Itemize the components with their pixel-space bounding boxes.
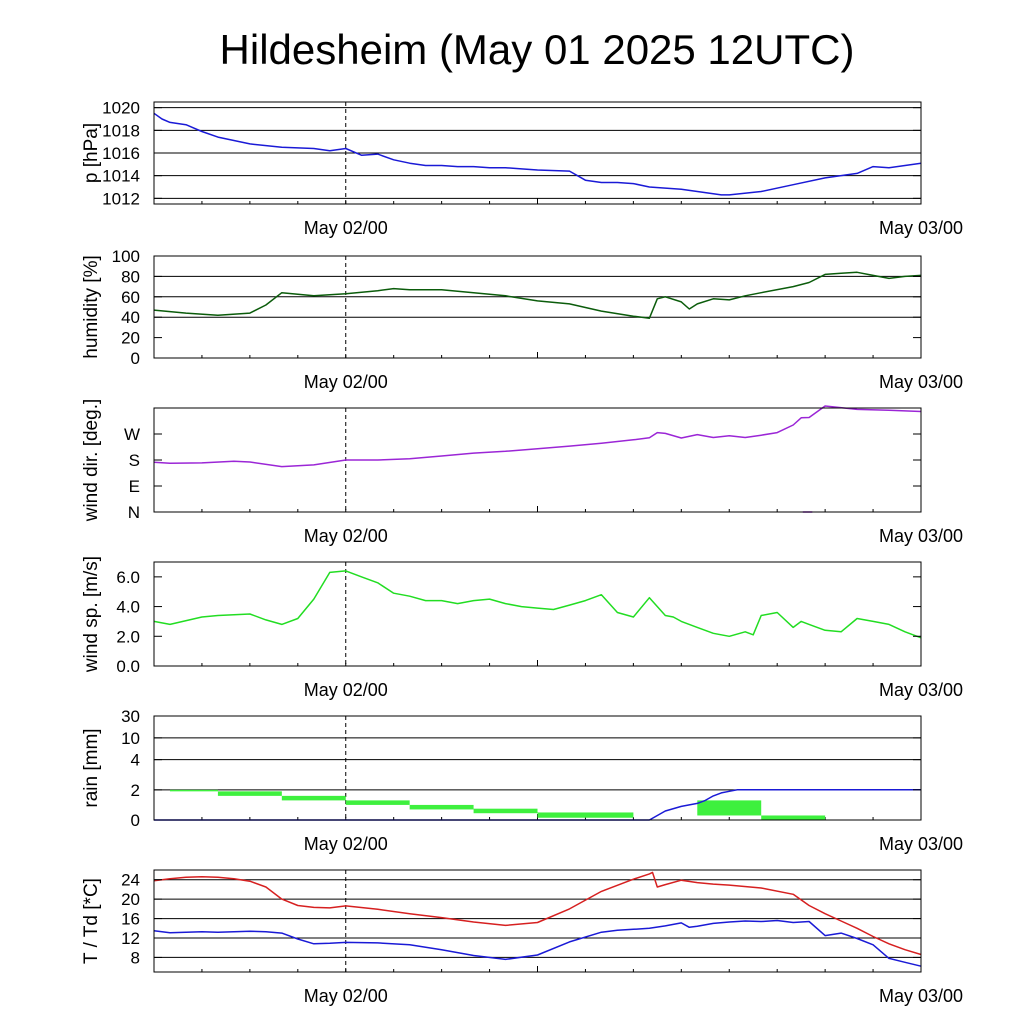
y-tick-label: W bbox=[124, 425, 140, 444]
y-axis-label: T / Td [*C] bbox=[81, 878, 102, 964]
y-axis-label: humidity [%] bbox=[81, 255, 102, 358]
y-tick-label: N bbox=[128, 503, 140, 522]
rain-bar bbox=[537, 812, 634, 818]
x-tick-label: May 03/00 bbox=[879, 526, 963, 546]
y-tick-label: E bbox=[129, 477, 140, 496]
series-line bbox=[153, 112, 922, 196]
series-line bbox=[153, 570, 922, 639]
y-tick-label: 0.0 bbox=[116, 657, 140, 676]
y-tick-label: 8 bbox=[131, 948, 140, 967]
x-tick-label: May 02/00 bbox=[304, 372, 388, 392]
y-tick-label: 1012 bbox=[102, 189, 140, 208]
y-tick-label: 24 bbox=[121, 871, 140, 890]
y-tick-label: 1018 bbox=[102, 121, 140, 140]
x-tick-label: May 03/00 bbox=[879, 218, 963, 238]
chart-title: Hildesheim (May 01 2025 12UTC) bbox=[220, 26, 855, 73]
panel-4: 0 2 4 10 30 rain [mm] May 02/00 May 03/00 bbox=[81, 707, 963, 854]
plot-frame bbox=[153, 715, 922, 821]
y-tick-label: 4 bbox=[131, 751, 140, 770]
rain-bar bbox=[217, 791, 282, 796]
y-tick-label: 1016 bbox=[102, 144, 140, 163]
panel-3: 0.0 2.0 4.0 6.0 wind sp. [m/s] May 02/00 May 0… bbox=[81, 556, 963, 700]
y-tick-label: 20 bbox=[121, 890, 140, 909]
rain-bar bbox=[761, 815, 826, 820]
series-line bbox=[153, 871, 922, 956]
plot-frame bbox=[153, 407, 922, 513]
y-tick-label: 1014 bbox=[102, 167, 140, 186]
x-tick-label: May 02/00 bbox=[304, 526, 388, 546]
x-tick-label: May 02/00 bbox=[304, 218, 388, 238]
y-tick-label: 1020 bbox=[102, 99, 140, 118]
series-line bbox=[153, 271, 922, 319]
rain-bar bbox=[169, 789, 218, 792]
y-tick-label: 80 bbox=[121, 267, 140, 286]
y-tick-label: 6.0 bbox=[116, 568, 140, 587]
y-tick-label: 12 bbox=[121, 929, 140, 948]
plot-frame bbox=[153, 255, 922, 359]
y-axis-label: rain [mm] bbox=[81, 728, 102, 807]
y-tick-label: 60 bbox=[121, 288, 140, 307]
x-tick-label: May 03/00 bbox=[879, 680, 963, 700]
series-line bbox=[153, 405, 922, 468]
y-tick-label: 2 bbox=[131, 781, 140, 800]
y-axis-label: wind sp. [m/s] bbox=[81, 556, 102, 673]
rain-bar bbox=[409, 804, 474, 810]
rain-bar bbox=[281, 795, 346, 801]
x-tick-label: May 02/00 bbox=[304, 986, 388, 1006]
rain-bar bbox=[345, 800, 410, 805]
y-tick-label: 0 bbox=[131, 811, 140, 830]
y-axis-label: wind dir. [deg.] bbox=[81, 399, 102, 523]
x-tick-label: May 03/00 bbox=[879, 986, 963, 1006]
series-line bbox=[154, 789, 921, 821]
rain-bar bbox=[697, 800, 762, 816]
y-tick-label: S bbox=[129, 451, 140, 470]
y-tick-label: 40 bbox=[121, 308, 140, 327]
plot-frame bbox=[153, 561, 922, 667]
x-tick-label: May 02/00 bbox=[304, 834, 388, 854]
x-tick-label: May 03/00 bbox=[879, 372, 963, 392]
plot-frame bbox=[153, 869, 922, 973]
y-tick-label: 2.0 bbox=[116, 627, 140, 646]
y-tick-label: 10 bbox=[121, 729, 140, 748]
y-tick-label: 30 bbox=[121, 707, 140, 726]
rain-bar bbox=[473, 808, 538, 814]
x-tick-label: May 03/00 bbox=[879, 834, 963, 854]
y-tick-label: 100 bbox=[112, 247, 140, 266]
x-tick-label: May 02/00 bbox=[304, 680, 388, 700]
y-tick-label: 0 bbox=[131, 349, 140, 368]
y-tick-label: 16 bbox=[121, 910, 140, 929]
y-axis-label: p [hPa] bbox=[81, 123, 102, 183]
series-line bbox=[153, 919, 922, 967]
y-tick-label: 4.0 bbox=[116, 598, 140, 617]
y-tick-label: 20 bbox=[121, 329, 140, 348]
